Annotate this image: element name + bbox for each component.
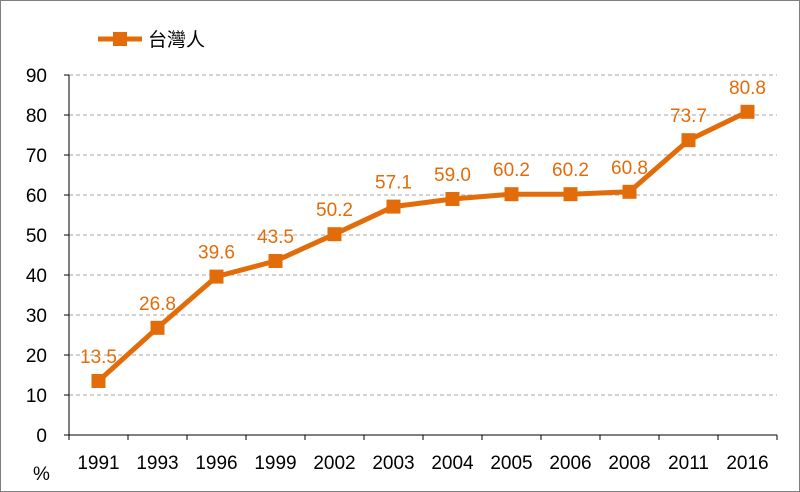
x-tick-label: 2004 xyxy=(431,453,474,474)
data-label: 59.0 xyxy=(434,165,471,186)
series-line-path xyxy=(96,109,749,383)
data-point-marker xyxy=(504,187,519,202)
data-point-marker xyxy=(622,184,637,199)
grid-lines xyxy=(69,74,777,396)
y-tick-label: 50 xyxy=(26,226,47,247)
data-label: 73.7 xyxy=(670,106,707,127)
data-label: 60.2 xyxy=(493,160,530,181)
legend: 台灣人 xyxy=(98,29,205,51)
data-point-marker xyxy=(268,254,283,268)
y-tick-label: 10 xyxy=(26,386,47,407)
x-tick-label: 2003 xyxy=(372,453,414,474)
data-label: 60.8 xyxy=(611,158,648,179)
data-label: 39.6 xyxy=(198,243,235,264)
data-label: 60.2 xyxy=(552,160,589,181)
data-label: 50.2 xyxy=(316,200,353,221)
x-tick-labels: 1991 1993 1996 1999 2002 2003 2004 2005 2006 2008… xyxy=(77,453,768,474)
x-tick-label: 2006 xyxy=(549,453,591,474)
x-tick-label: 2005 xyxy=(490,453,532,474)
y-tick-label: 70 xyxy=(26,146,47,167)
series-line xyxy=(91,104,755,388)
x-tick-label: 2002 xyxy=(313,453,355,474)
data-label: 43.5 xyxy=(257,227,294,248)
x-tick-label: 1993 xyxy=(136,453,178,474)
axes xyxy=(64,74,778,440)
data-point-marker xyxy=(386,199,401,214)
data-point-marker xyxy=(91,374,106,388)
data-label: 26.8 xyxy=(139,294,176,315)
data-point-marker xyxy=(681,133,696,148)
x-tick-label: 2008 xyxy=(608,453,650,474)
data-label: 13.5 xyxy=(80,347,117,368)
legend-label: 台灣人 xyxy=(148,29,205,51)
x-tick-label: 1999 xyxy=(254,453,296,474)
y-tick-label: 90 xyxy=(26,66,47,87)
data-label: 57.1 xyxy=(375,173,412,194)
y-tick-labels: 0 10 20 30 40 50 60 70 80 90 xyxy=(26,66,47,447)
x-tick-label: 2016 xyxy=(726,453,768,474)
data-point-marker xyxy=(150,320,165,335)
data-point-marker xyxy=(445,192,460,206)
data-point-marker xyxy=(327,227,342,242)
y-tick-label: 80 xyxy=(26,106,47,127)
x-tick-label: 1991 xyxy=(77,453,119,474)
y-unit-label: % xyxy=(33,464,50,485)
y-tick-label: 20 xyxy=(26,346,47,367)
y-tick-label: 40 xyxy=(26,266,47,287)
data-labels: 13.5 26.8 39.6 43.5 50.2 57.1 59.0 60.2 60.2 60.8… xyxy=(80,78,766,368)
data-point-marker xyxy=(209,269,224,284)
legend-square-marker xyxy=(113,32,127,46)
y-tick-label: 60 xyxy=(26,186,47,207)
data-point-marker xyxy=(740,104,755,119)
y-tick-label: 0 xyxy=(36,426,47,447)
y-tick-label: 30 xyxy=(26,306,47,327)
data-label: 80.8 xyxy=(729,78,766,99)
x-tick-label: 1996 xyxy=(195,453,237,474)
data-point-marker xyxy=(563,187,578,202)
x-tick-label: 2011 xyxy=(668,453,709,474)
